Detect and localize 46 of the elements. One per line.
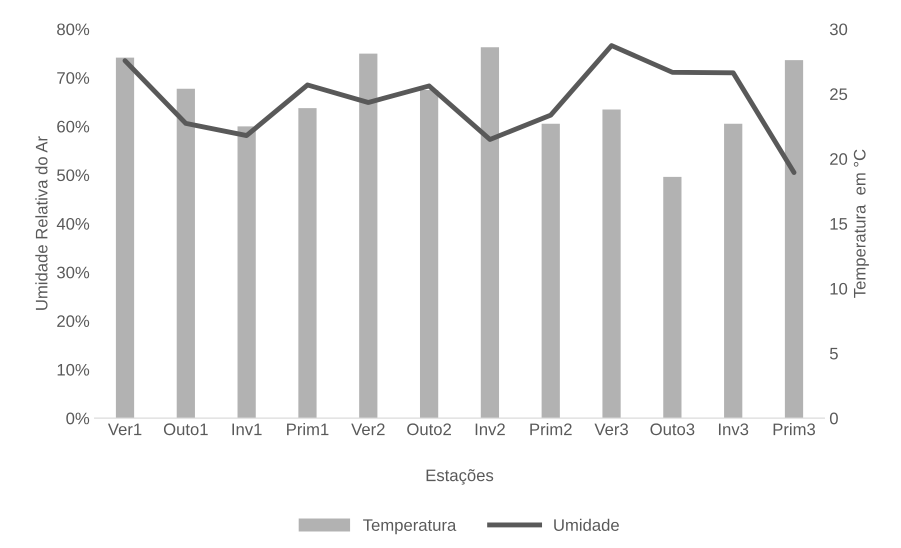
x-tick-label: Inv2 xyxy=(476,423,505,436)
y-tick-label: 10% xyxy=(58,364,90,376)
y-tick-label: 30% xyxy=(57,266,90,278)
bar xyxy=(116,58,134,418)
bar xyxy=(724,124,742,418)
x-tick-label: Ver2 xyxy=(351,423,385,436)
legend-label: Temperatura xyxy=(363,519,456,534)
x-tick-label: Outo1 xyxy=(164,423,208,436)
x-tick-label: Prim1 xyxy=(287,422,328,436)
bar xyxy=(784,60,804,418)
y-tick-label: 40% xyxy=(56,218,90,230)
y2-axis-title: Temperatura em °C xyxy=(854,150,869,298)
y2-tick-label: 25 xyxy=(830,88,848,100)
x-tick-label: Outo3 xyxy=(650,423,694,436)
x-tick-label: Prim2 xyxy=(530,422,572,436)
y-axis-title: Umidade Relativa do Ar xyxy=(35,136,48,310)
line-series xyxy=(122,43,796,175)
y-tick-label: 20% xyxy=(57,315,90,328)
x-tick-label: Inv1 xyxy=(232,424,262,436)
y2-tick-label: 20 xyxy=(830,153,848,165)
y-tick-label: 70% xyxy=(57,72,90,84)
y2-tick-label: 0 xyxy=(830,412,838,424)
bar xyxy=(238,126,256,418)
y2-tick-label: 5 xyxy=(830,348,838,360)
bar xyxy=(602,109,621,418)
y-tick-label: 50% xyxy=(57,169,90,182)
y-tick-label: 0% xyxy=(66,412,90,424)
y-tick-label: 60% xyxy=(57,120,90,133)
x-tick-label: Outo2 xyxy=(407,423,451,436)
bar xyxy=(480,47,500,418)
y2-tick-label: 15 xyxy=(830,218,848,230)
y-tick-label: 80% xyxy=(57,23,90,36)
y2-tick-label: 30 xyxy=(830,23,848,36)
x-tick-label: Ver3 xyxy=(594,423,628,436)
x-tick-label: Ver1 xyxy=(108,424,142,436)
y2-tick-label: 10 xyxy=(830,282,848,295)
x-axis-title: Estações xyxy=(426,469,494,485)
x-tick-label: Prim3 xyxy=(774,422,816,436)
x-tick-label: Inv3 xyxy=(718,423,748,436)
bar xyxy=(542,124,560,418)
bar xyxy=(176,88,195,418)
bar xyxy=(359,54,378,418)
bar xyxy=(420,90,438,418)
bar xyxy=(298,108,317,418)
legend-label: Umidade xyxy=(554,518,619,531)
bar xyxy=(663,176,682,418)
